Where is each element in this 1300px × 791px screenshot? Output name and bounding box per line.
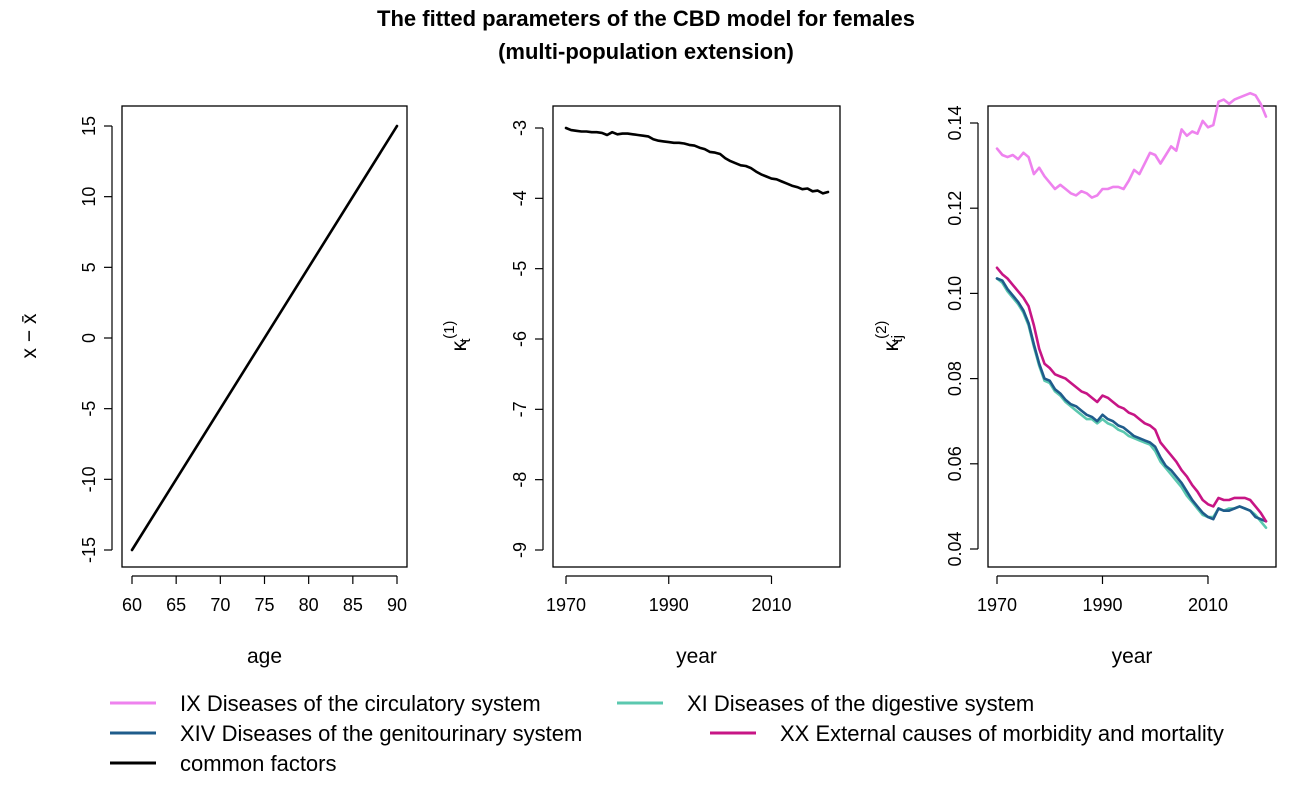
series-line (564, 126, 830, 195)
y-tick-label: -3 (510, 120, 530, 136)
y-tick-label: -4 (510, 190, 530, 206)
panel-kappa2: 1970 1990 2010 0.04 0.06 0.08 0.10 0.12 0.14 year… (873, 91, 1277, 668)
x-tick-label: 80 (299, 595, 319, 615)
series-line (995, 266, 1268, 523)
y-tick-label: 15 (79, 116, 99, 136)
series-line (995, 277, 1268, 523)
x-tick-label: 70 (210, 595, 230, 615)
series-line (995, 91, 1268, 199)
x-axis-label: year (1112, 645, 1153, 668)
plot-frame (552, 105, 841, 568)
y-tick-label: 0.10 (945, 276, 965, 311)
chart-title-line2: (multi-population extension) (498, 39, 794, 64)
y-tick-label: -5 (79, 401, 99, 417)
x-axis-label: year (676, 645, 717, 668)
legend-label: XI Diseases of the digestive system (687, 691, 1034, 716)
y-axis-label: κ(2)tj (873, 321, 906, 352)
y-tick-label: 0.14 (945, 105, 965, 140)
y-tick-label: -8 (510, 472, 530, 488)
chart-title-line1: The fitted parameters of the CBD model f… (377, 6, 915, 31)
panel-age-effect: 60 65 70 75 80 85 90 -15 -10 -5 0 5 10 15 age x − x̄ (18, 105, 408, 668)
x-tick-label: 2010 (751, 595, 791, 615)
x-tick-label: 60 (122, 595, 142, 615)
y-tick-label: -5 (510, 261, 530, 277)
y-tick-label: -6 (510, 331, 530, 347)
y-axis-label: x − x̄ (18, 313, 41, 358)
y-axis-label: κ(1)t (441, 321, 474, 352)
y-tick-label: -7 (510, 401, 530, 417)
series-line (130, 124, 399, 552)
plot-frame (121, 105, 408, 568)
y-tick-label: -9 (510, 542, 530, 558)
x-axis-label: age (247, 645, 282, 668)
x-tick-label: 65 (166, 595, 186, 615)
panel-kappa1: 1970 1990 2010 -9 -8 -7 -6 -5 -4 -3 year κ(1)t (441, 105, 841, 668)
legend-label: IX Diseases of the circulatory system (180, 691, 541, 716)
x-tick-label: 85 (343, 595, 363, 615)
legend-label: XX External causes of morbidity and mort… (780, 721, 1224, 746)
y-tick-label: 0.12 (945, 191, 965, 226)
legend: IX Diseases of the circulatory system XI … (110, 691, 1224, 776)
y-tick-label: -15 (79, 537, 99, 563)
x-tick-label: 1970 (977, 595, 1017, 615)
y-tick-label: 0 (79, 333, 99, 343)
x-tick-label: 2010 (1188, 595, 1228, 615)
y-tick-label: 0.06 (945, 446, 965, 481)
series-line (995, 277, 1268, 530)
x-tick-label: 1970 (546, 595, 586, 615)
plot-frame (987, 105, 1277, 568)
legend-label: XIV Diseases of the genitourinary system (180, 721, 582, 746)
legend-label: common factors (180, 751, 337, 776)
y-tick-label: -10 (79, 466, 99, 492)
x-tick-label: 1990 (1082, 595, 1122, 615)
y-tick-label: 10 (79, 187, 99, 207)
x-tick-label: 75 (254, 595, 274, 615)
x-tick-label: 1990 (649, 595, 689, 615)
x-tick-label: 90 (387, 595, 407, 615)
y-tick-label: 0.04 (945, 531, 965, 566)
y-tick-label: 0.08 (945, 361, 965, 396)
y-tick-label: 5 (79, 262, 99, 272)
